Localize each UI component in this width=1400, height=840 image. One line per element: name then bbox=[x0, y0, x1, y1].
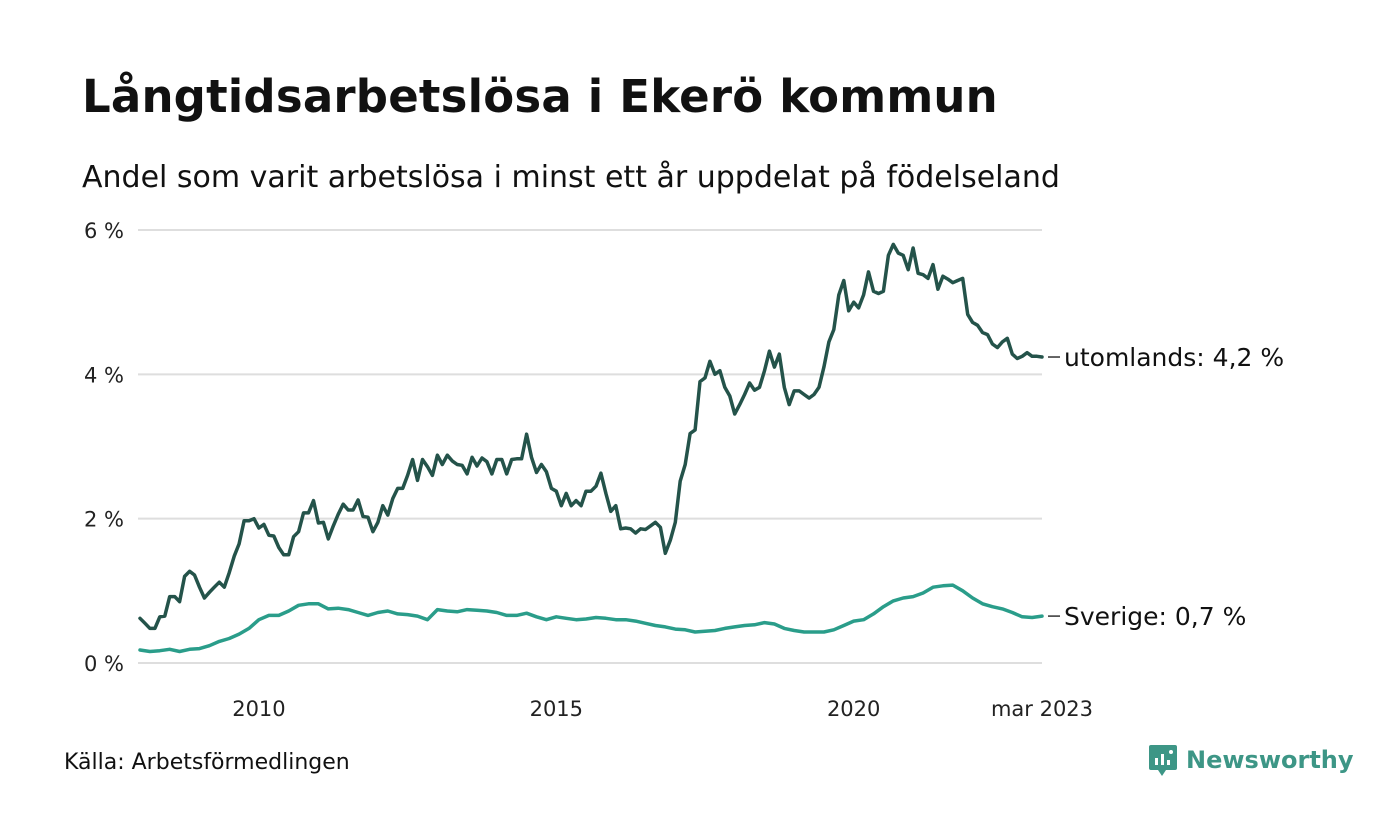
x-tick-label: 2020 bbox=[827, 697, 880, 720]
y-tick-label: 2 % bbox=[84, 508, 124, 532]
gridlines bbox=[138, 229, 1042, 664]
series-line-sverige bbox=[138, 583, 1044, 654]
y-tick-label: 0 % bbox=[84, 652, 124, 676]
source-note: Källa: Arbetsförmedlingen bbox=[64, 750, 350, 775]
chart-subtitle: Andel som varit arbetslösa i minst ett å… bbox=[82, 160, 1060, 195]
series-lines bbox=[138, 242, 1044, 654]
x-tick-label: 2015 bbox=[530, 697, 583, 720]
brand-name: Newsworthy bbox=[1186, 746, 1354, 774]
brand-logo[interactable]: Newsworthy bbox=[1148, 743, 1354, 777]
series-end-labels: utomlands: 4,2 % Sverige: 0,7 % bbox=[1048, 343, 1284, 631]
x-tick-label: 2010 bbox=[232, 697, 285, 720]
y-tick-label: 6 % bbox=[84, 219, 124, 243]
series-line-utomlands bbox=[138, 242, 1044, 631]
series-end-label: utomlands: 4,2 % bbox=[1064, 343, 1284, 372]
line-chart: 0 % 2 % 4 % 6 % 2010 2015 2020 mar 2023 utomla… bbox=[84, 219, 1284, 720]
x-axis-labels: 2010 2015 2020 mar 2023 bbox=[232, 697, 1093, 720]
chart-title: Långtidsarbetslösa i Ekerö kommun bbox=[82, 70, 998, 123]
series-end-label: Sverige: 0,7 % bbox=[1064, 602, 1246, 631]
chart-logo-icon bbox=[1149, 745, 1177, 776]
x-tick-label: mar 2023 bbox=[991, 697, 1093, 720]
y-tick-label: 4 % bbox=[84, 363, 124, 387]
y-axis-labels: 0 % 2 % 4 % 6 % bbox=[84, 219, 124, 676]
